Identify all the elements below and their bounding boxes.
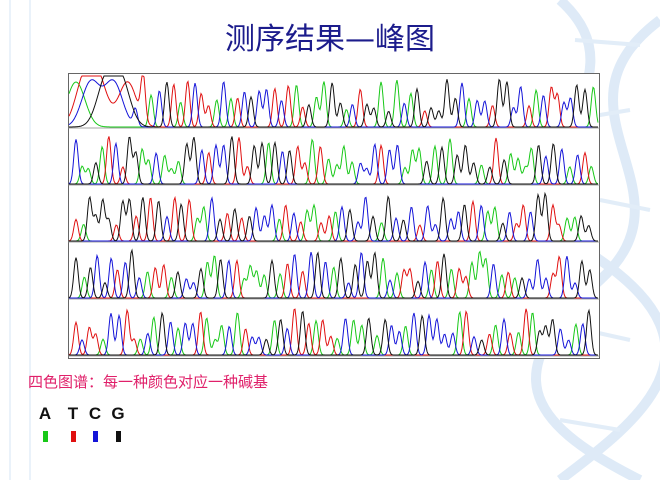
trace [69,75,598,128]
base-letter: A [38,404,52,423]
slide-title: 测序结果—峰图 [225,22,435,57]
base-letter: C [88,404,102,423]
trace [69,191,598,242]
base-color-bar [92,431,98,442]
trace [69,136,598,185]
base-color-bar [115,431,121,442]
caption: 四色图谱：每一种颜色对应一种碱基 [28,373,269,391]
trace [68,248,599,299]
trace [69,308,598,356]
base-letter: T [67,404,79,423]
base-color-bar [42,431,48,442]
trace [68,79,598,128]
base-color-bar [70,431,76,442]
base-letter: G [111,404,125,423]
chromatogram [68,73,600,359]
